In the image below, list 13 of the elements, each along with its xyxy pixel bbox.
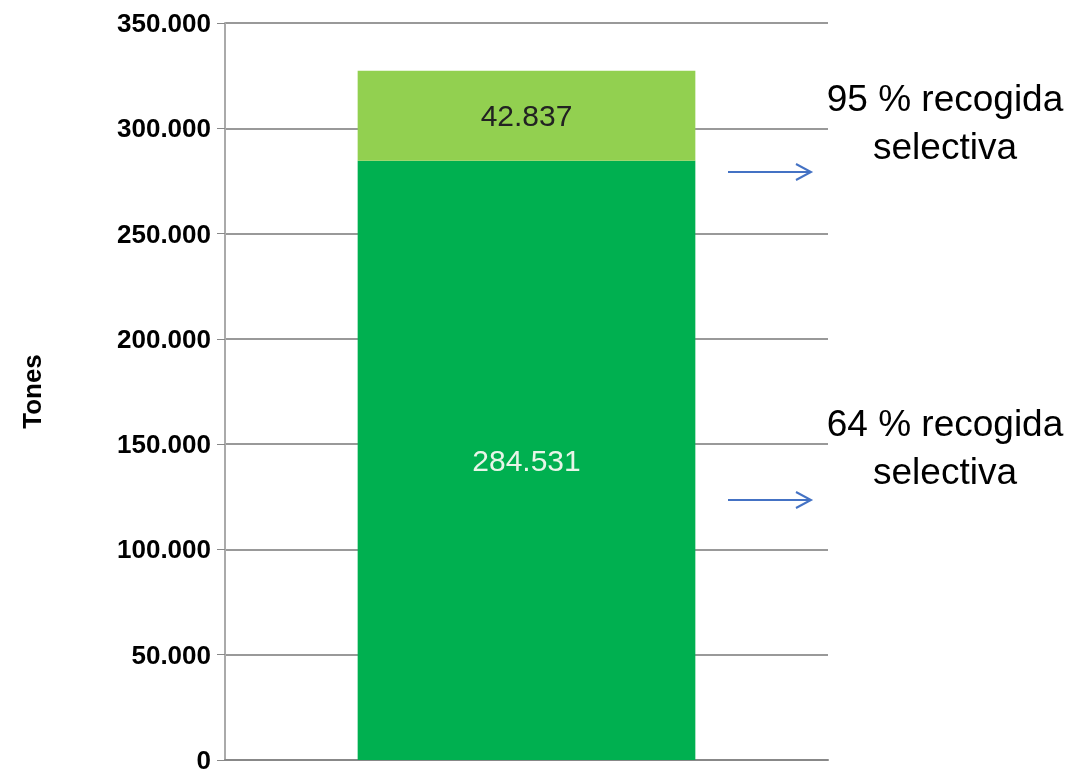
data-label: 284.531 <box>472 443 581 477</box>
y-tick-label: 350.000 <box>117 8 211 38</box>
y-axis-title: Tones <box>17 354 47 429</box>
y-tick-label: 250.000 <box>117 218 211 249</box>
annotation: 95 % recogida selectiva <box>825 77 1065 169</box>
y-tick-label: 300.000 <box>117 113 211 144</box>
y-tick-label: 100.000 <box>117 534 211 565</box>
y-tick-label: 150.000 <box>117 429 211 460</box>
y-tick-label: 200.000 <box>117 323 211 354</box>
annotation: 64 % recogida selectiva <box>825 402 1065 494</box>
data-label: 42.837 <box>480 99 573 133</box>
y-tick-label: 0 <box>196 745 211 773</box>
y-tick-label: 50.000 <box>131 639 211 670</box>
